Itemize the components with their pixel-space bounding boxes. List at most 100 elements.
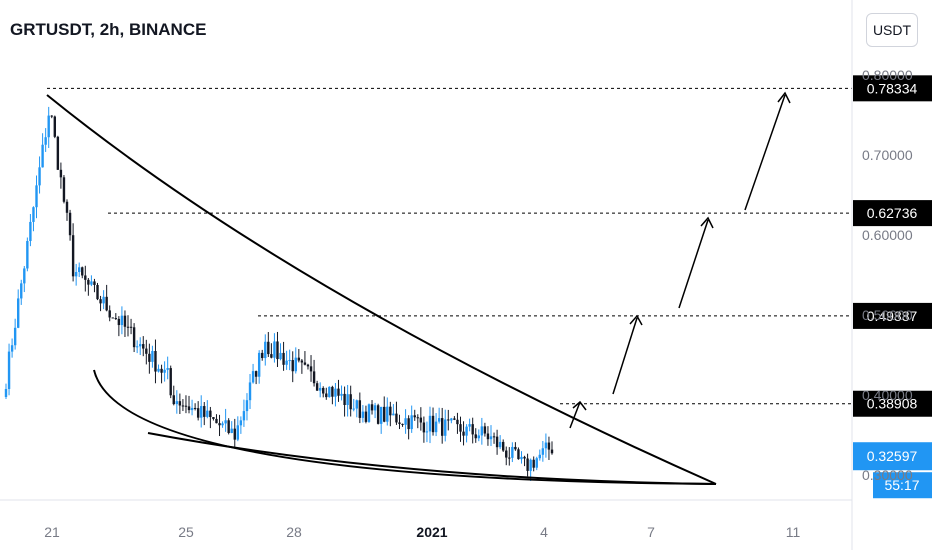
y-tick-label: 0.40000 [862,387,913,403]
level-label: 0.62736 [867,205,918,221]
candle-body [96,284,99,300]
candle-body [87,279,90,285]
candle-body [428,415,432,432]
candle-body [59,169,63,178]
candle-body [264,341,267,359]
candle-body [129,326,133,328]
candle-body [325,393,328,398]
candle-body [370,404,374,411]
candle-body [401,423,404,425]
candle-body [276,341,279,360]
candle-body [492,436,496,438]
candle-body [541,448,545,455]
candles [4,106,554,481]
candle-body [453,418,456,420]
candle-body [517,449,520,460]
candle-body [157,368,160,372]
candle-body [407,418,410,430]
candle-body [132,327,136,348]
candle-body [84,275,87,280]
candle-body [535,458,538,468]
candle-body [364,411,368,422]
candle-body [215,418,218,424]
candle-body [501,441,505,451]
candle-body [233,428,236,440]
candle-body [508,457,511,459]
candle-body [392,413,395,416]
candle-body [450,418,453,421]
y-tick-label: 0.60000 [862,227,913,243]
candle-body [361,411,365,418]
candle-body [47,115,50,138]
candle-body [349,394,352,410]
candle-body [41,144,44,168]
currency-button[interactable]: USDT [866,13,918,47]
candle-body [218,423,221,426]
candle-body [538,454,541,459]
candle-body [172,395,175,405]
candle-body [288,360,291,362]
last-price-label: 0.32597 [867,448,918,464]
candle-body [254,371,258,377]
candle-body [239,420,243,426]
candle-body [257,352,261,377]
candle-body [203,406,206,417]
wedge-lower-base [147,432,717,485]
candle-body [184,405,188,407]
candle-body [7,351,11,389]
candle-body [105,296,108,311]
candle-body [196,408,200,418]
candle-body [23,268,26,284]
candle-body [532,459,535,468]
candle-body [352,408,355,410]
candle-body [471,424,474,435]
candle-body [93,281,96,285]
candle-body [413,415,416,418]
candle-body [419,417,423,423]
candle-body [206,410,209,417]
candle-body [251,371,255,383]
candle-body [248,382,252,401]
candle-body [489,436,493,440]
y-tick-label: 0.70000 [862,147,913,163]
candle-body [166,368,169,370]
candle-body [163,369,166,373]
x-tick-label: 4 [540,524,548,540]
candle-body [142,344,145,349]
candle-body [10,345,14,352]
level-label-bg [853,75,932,102]
candle-body [245,400,249,412]
candle-body [431,415,435,433]
candle-body [495,436,499,448]
candle-body [437,418,441,422]
countdown-bg [873,472,932,499]
chart-drawings [46,91,791,485]
candle-body [102,296,105,304]
candle-body [99,299,102,304]
candle-body [474,434,477,439]
candle-body [367,404,371,422]
candle-body [410,415,413,430]
candle-body [227,420,230,434]
candle-body [306,364,310,367]
candle-body [35,185,38,208]
candle-body [526,458,529,471]
candle-body [29,221,32,241]
candle-body [511,446,514,458]
candle-body [160,368,163,373]
candle-body [529,459,532,471]
candle-body [148,353,151,362]
candle-body [425,431,429,433]
candle-body [212,417,215,419]
candle-body [81,267,84,276]
candle-body [322,387,325,394]
candle-body [270,354,273,358]
candle-body [120,315,124,326]
candle-body [193,407,197,409]
candle-body [303,362,307,365]
level-label-bg [853,200,932,227]
candle-body [434,421,438,433]
x-tick-label: 28 [286,524,302,540]
candle-body [291,360,294,372]
